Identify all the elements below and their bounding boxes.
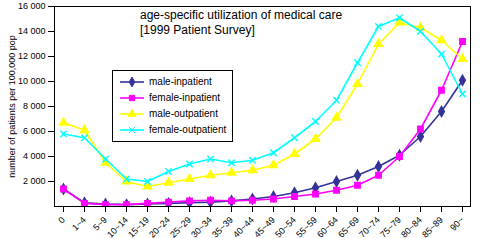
svg-text:5~9: 5~9 xyxy=(91,215,109,233)
svg-text:8 000: 8 000 xyxy=(23,101,46,111)
html-text:female-outpatient: female-outpatient xyxy=(149,124,227,135)
svg-text:75~79: 75~79 xyxy=(378,215,403,238)
svg-text:25~29: 25~29 xyxy=(168,215,193,238)
svg-text:4 000: 4 000 xyxy=(23,151,46,161)
svg-text:30~34: 30~34 xyxy=(189,215,214,238)
svg-text:45~49: 45~49 xyxy=(252,215,277,238)
svg-text:10~14: 10~14 xyxy=(105,215,130,238)
svg-text:14 000: 14 000 xyxy=(18,26,46,36)
svg-text:12 000: 12 000 xyxy=(18,51,46,61)
svg-text:40~44: 40~44 xyxy=(231,215,256,238)
html-text:male-outpatient: male-outpatient xyxy=(149,108,218,119)
svg-text:1~4: 1~4 xyxy=(70,215,88,233)
svg-text:20~24: 20~24 xyxy=(147,215,172,238)
svg-text:15~19: 15~19 xyxy=(126,215,151,238)
svg-text:70~74: 70~74 xyxy=(357,215,382,238)
svg-text:60~64: 60~64 xyxy=(315,215,340,238)
svg-text:16 000: 16 000 xyxy=(18,1,46,11)
svg-text:65~69: 65~69 xyxy=(336,215,361,238)
svg-text:55~59: 55~59 xyxy=(294,215,319,238)
svg-text:35~39: 35~39 xyxy=(210,215,235,238)
html-text:male-inpatient: male-inpatient xyxy=(149,76,212,87)
html-text:age-specific utilization of me: age-specific utilization of medical care… xyxy=(140,8,343,37)
svg-text:number of patients per 100,000: number of patients per 100,000 pop xyxy=(7,35,17,178)
svg-text:85~89: 85~89 xyxy=(420,215,445,238)
svg-text:0: 0 xyxy=(56,215,67,226)
svg-text:50~54: 50~54 xyxy=(273,215,298,238)
svg-text:2 000: 2 000 xyxy=(23,176,46,186)
svg-text:90~: 90~ xyxy=(448,215,466,233)
html-text:female-inpatient: female-inpatient xyxy=(149,92,221,103)
svg-text:10 000: 10 000 xyxy=(18,76,46,86)
svg-text:80~84: 80~84 xyxy=(399,215,424,238)
svg-text:6 000: 6 000 xyxy=(23,126,46,136)
